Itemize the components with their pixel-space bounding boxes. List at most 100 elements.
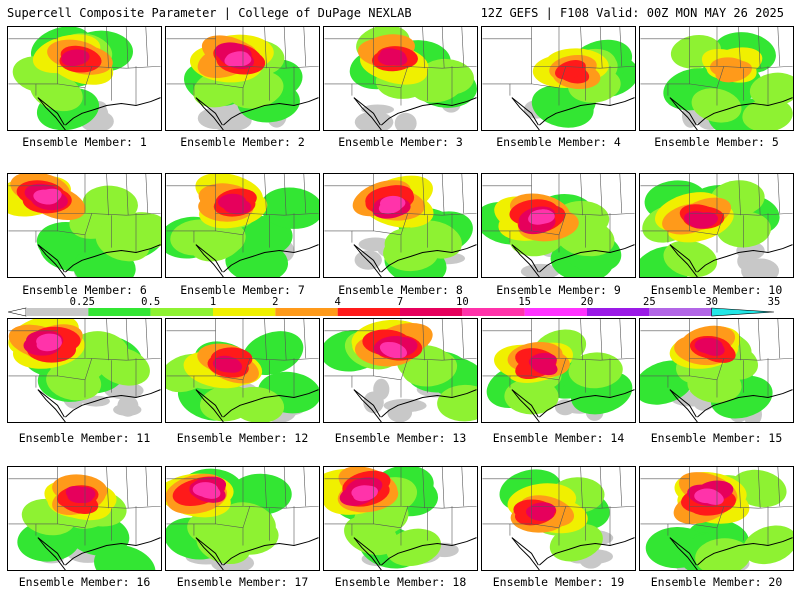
scp-contour — [525, 504, 555, 522]
colorbar-segment — [150, 308, 213, 316]
state-border — [482, 174, 532, 187]
ensemble-member-label: Ensemble Member: 7 — [180, 283, 305, 297]
ensemble-member-label: Ensemble Member: 18 — [334, 575, 467, 589]
coastline — [195, 537, 319, 570]
coastline — [195, 97, 319, 130]
coastline — [37, 389, 161, 422]
state-border — [482, 319, 532, 332]
state-border — [242, 319, 319, 361]
state-border — [283, 27, 287, 69]
coastline — [195, 244, 319, 277]
scp-contour — [555, 60, 586, 80]
ensemble-member-label: Ensemble Member: 16 — [18, 575, 151, 589]
state-border — [35, 213, 58, 232]
state-border — [580, 27, 583, 69]
state-border — [689, 506, 725, 529]
coastline — [669, 389, 793, 422]
ensemble-member-map — [7, 466, 162, 571]
state-border — [580, 174, 583, 216]
international-border — [353, 244, 381, 273]
state-border — [599, 174, 603, 216]
coastline — [37, 537, 161, 570]
international-border — [195, 537, 223, 566]
scp-contour — [217, 193, 247, 210]
state-border — [509, 66, 532, 85]
state-border — [757, 174, 761, 216]
scp-contour-low — [520, 263, 560, 277]
ensemble-member-map — [639, 318, 794, 423]
colorbar-tick-label: 4 — [335, 296, 341, 308]
ensemble-member-label: Ensemble Member: 8 — [338, 283, 463, 297]
international-border — [511, 389, 539, 418]
state-border — [738, 174, 741, 216]
ensemble-member-map — [481, 318, 636, 423]
ensemble-member-label: Ensemble Member: 4 — [496, 135, 621, 149]
state-border — [716, 319, 793, 361]
colorbar-tick-label: 30 — [705, 296, 718, 308]
scp-contour-low — [354, 250, 382, 270]
coastline — [353, 244, 477, 277]
state-border — [324, 230, 353, 243]
state-border — [599, 27, 603, 69]
state-border — [667, 506, 690, 525]
state-border — [8, 230, 37, 243]
ensemble-member-map — [639, 466, 794, 571]
state-border — [324, 319, 374, 332]
colorbar-arrow-max — [711, 307, 775, 317]
coastline — [511, 244, 635, 277]
ensemble-member-map — [481, 466, 636, 571]
ensemble-member-label: Ensemble Member: 9 — [496, 283, 621, 297]
state-border — [8, 83, 37, 96]
state-border — [324, 375, 353, 388]
colorbar-tick-label: 7 — [397, 296, 403, 308]
state-border — [777, 27, 781, 67]
state-border — [716, 174, 793, 216]
international-border — [353, 97, 381, 126]
ensemble-member-map — [7, 173, 162, 278]
state-border — [777, 319, 781, 359]
state-border — [242, 174, 319, 216]
state-border — [461, 319, 465, 359]
state-border — [242, 467, 319, 509]
state-border — [667, 66, 690, 85]
coastline — [37, 97, 161, 130]
header-valid-time: 12Z GEFS | F108 Valid: 00Z MON MAY 26 20… — [480, 6, 784, 20]
ensemble-member-label: Ensemble Member: 12 — [176, 431, 309, 445]
scp-contour-low — [741, 258, 780, 277]
ensemble-member-label: Ensemble Member: 11 — [18, 431, 151, 445]
state-border — [125, 319, 129, 361]
scp-contour — [36, 188, 62, 204]
ensemble-member-map — [165, 26, 320, 131]
scp-contour-low — [361, 104, 395, 115]
colorbar-segment — [587, 308, 650, 316]
international-border — [353, 389, 381, 418]
state-border — [351, 213, 374, 232]
scp-contour-low — [394, 112, 417, 130]
international-border — [195, 244, 223, 273]
scp-contour — [67, 486, 96, 503]
international-border — [37, 537, 65, 566]
state-border — [640, 27, 690, 40]
state-border — [324, 83, 353, 96]
scp-contour-low — [117, 395, 139, 417]
state-border — [738, 319, 741, 361]
international-border — [37, 97, 65, 126]
international-border — [511, 244, 539, 273]
ensemble-member-label: Ensemble Member: 2 — [180, 135, 305, 149]
international-border — [195, 97, 223, 126]
state-border — [558, 27, 635, 69]
state-border — [640, 174, 690, 187]
state-border — [264, 319, 267, 361]
state-border — [324, 27, 374, 40]
state-border — [757, 467, 761, 509]
state-border — [283, 467, 287, 509]
colorbar-tick-label: 35 — [768, 296, 781, 308]
scp-contour — [195, 483, 221, 499]
ensemble-member-map — [165, 318, 320, 423]
state-border — [509, 213, 532, 232]
scp-contour-low — [373, 378, 390, 401]
state-border — [777, 174, 781, 214]
ensemble-member-label: Ensemble Member: 19 — [492, 575, 625, 589]
state-border — [482, 467, 532, 480]
state-border — [145, 174, 149, 214]
